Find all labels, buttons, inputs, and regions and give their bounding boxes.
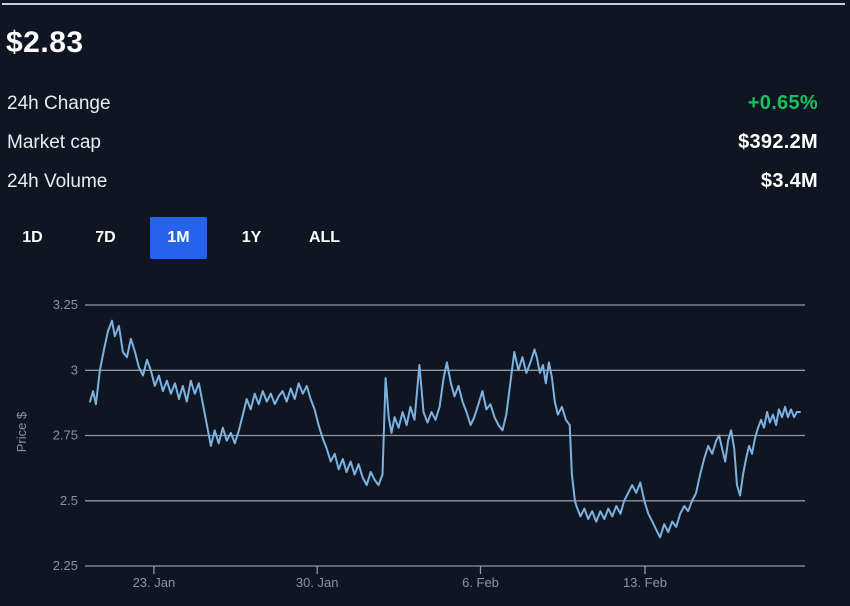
stat-row-market-cap: Market cap $392.2M [7,123,818,162]
y-tick-label: 2.25 [53,558,78,573]
y-tick-label: 2.75 [53,428,78,443]
x-axis: 23. Jan 30. Jan 6. Feb 13. Feb [133,566,667,590]
x-tick-label: 13. Feb [623,575,667,590]
x-tick-label: 30. Jan [296,575,339,590]
stats-panel: 24h Change +0.65% Market cap $392.2M 24h… [7,84,818,201]
stat-row-24h-volume: 24h Volume $3.4M [7,162,818,201]
top-divider [2,3,845,5]
range-button-all[interactable]: ALL [296,217,353,259]
y-tick-label: 3.25 [53,297,78,312]
range-button-1d[interactable]: 1D [4,217,61,259]
stat-label-24h-change: 24h Change [7,92,111,114]
stat-value-24h-volume: $3.4M [760,170,818,192]
price-chart-svg: Price $ 3.25 3 2.75 2.5 2.25 23. Jan 30. Jan 6.… [14,297,805,590]
current-price: $2.83 [6,26,84,59]
y-gridlines: 3.25 3 2.75 2.5 2.25 [53,297,805,573]
stat-row-24h-change: 24h Change +0.65% [7,84,818,123]
x-tick-label: 23. Jan [133,575,176,590]
range-button-1m[interactable]: 1M [150,217,207,259]
price-line [89,319,801,539]
price-chart[interactable]: Price $ 3.25 3 2.75 2.5 2.25 23. Jan 30. Jan 6.… [0,295,850,601]
range-button-7d[interactable]: 7D [77,217,134,259]
y-axis-title: Price $ [14,411,29,452]
y-tick-label: 2.5 [60,493,78,508]
stat-value-market-cap: $392.2M [738,131,818,153]
stat-label-24h-volume: 24h Volume [7,170,108,192]
x-tick-label: 6. Feb [462,575,499,590]
time-range-selector: 1D 7D 1M 1Y ALL [4,217,353,259]
stat-label-market-cap: Market cap [7,131,101,153]
range-button-1y[interactable]: 1Y [223,217,280,259]
stat-value-24h-change: +0.65% [747,92,818,114]
y-tick-label: 3 [71,362,78,377]
